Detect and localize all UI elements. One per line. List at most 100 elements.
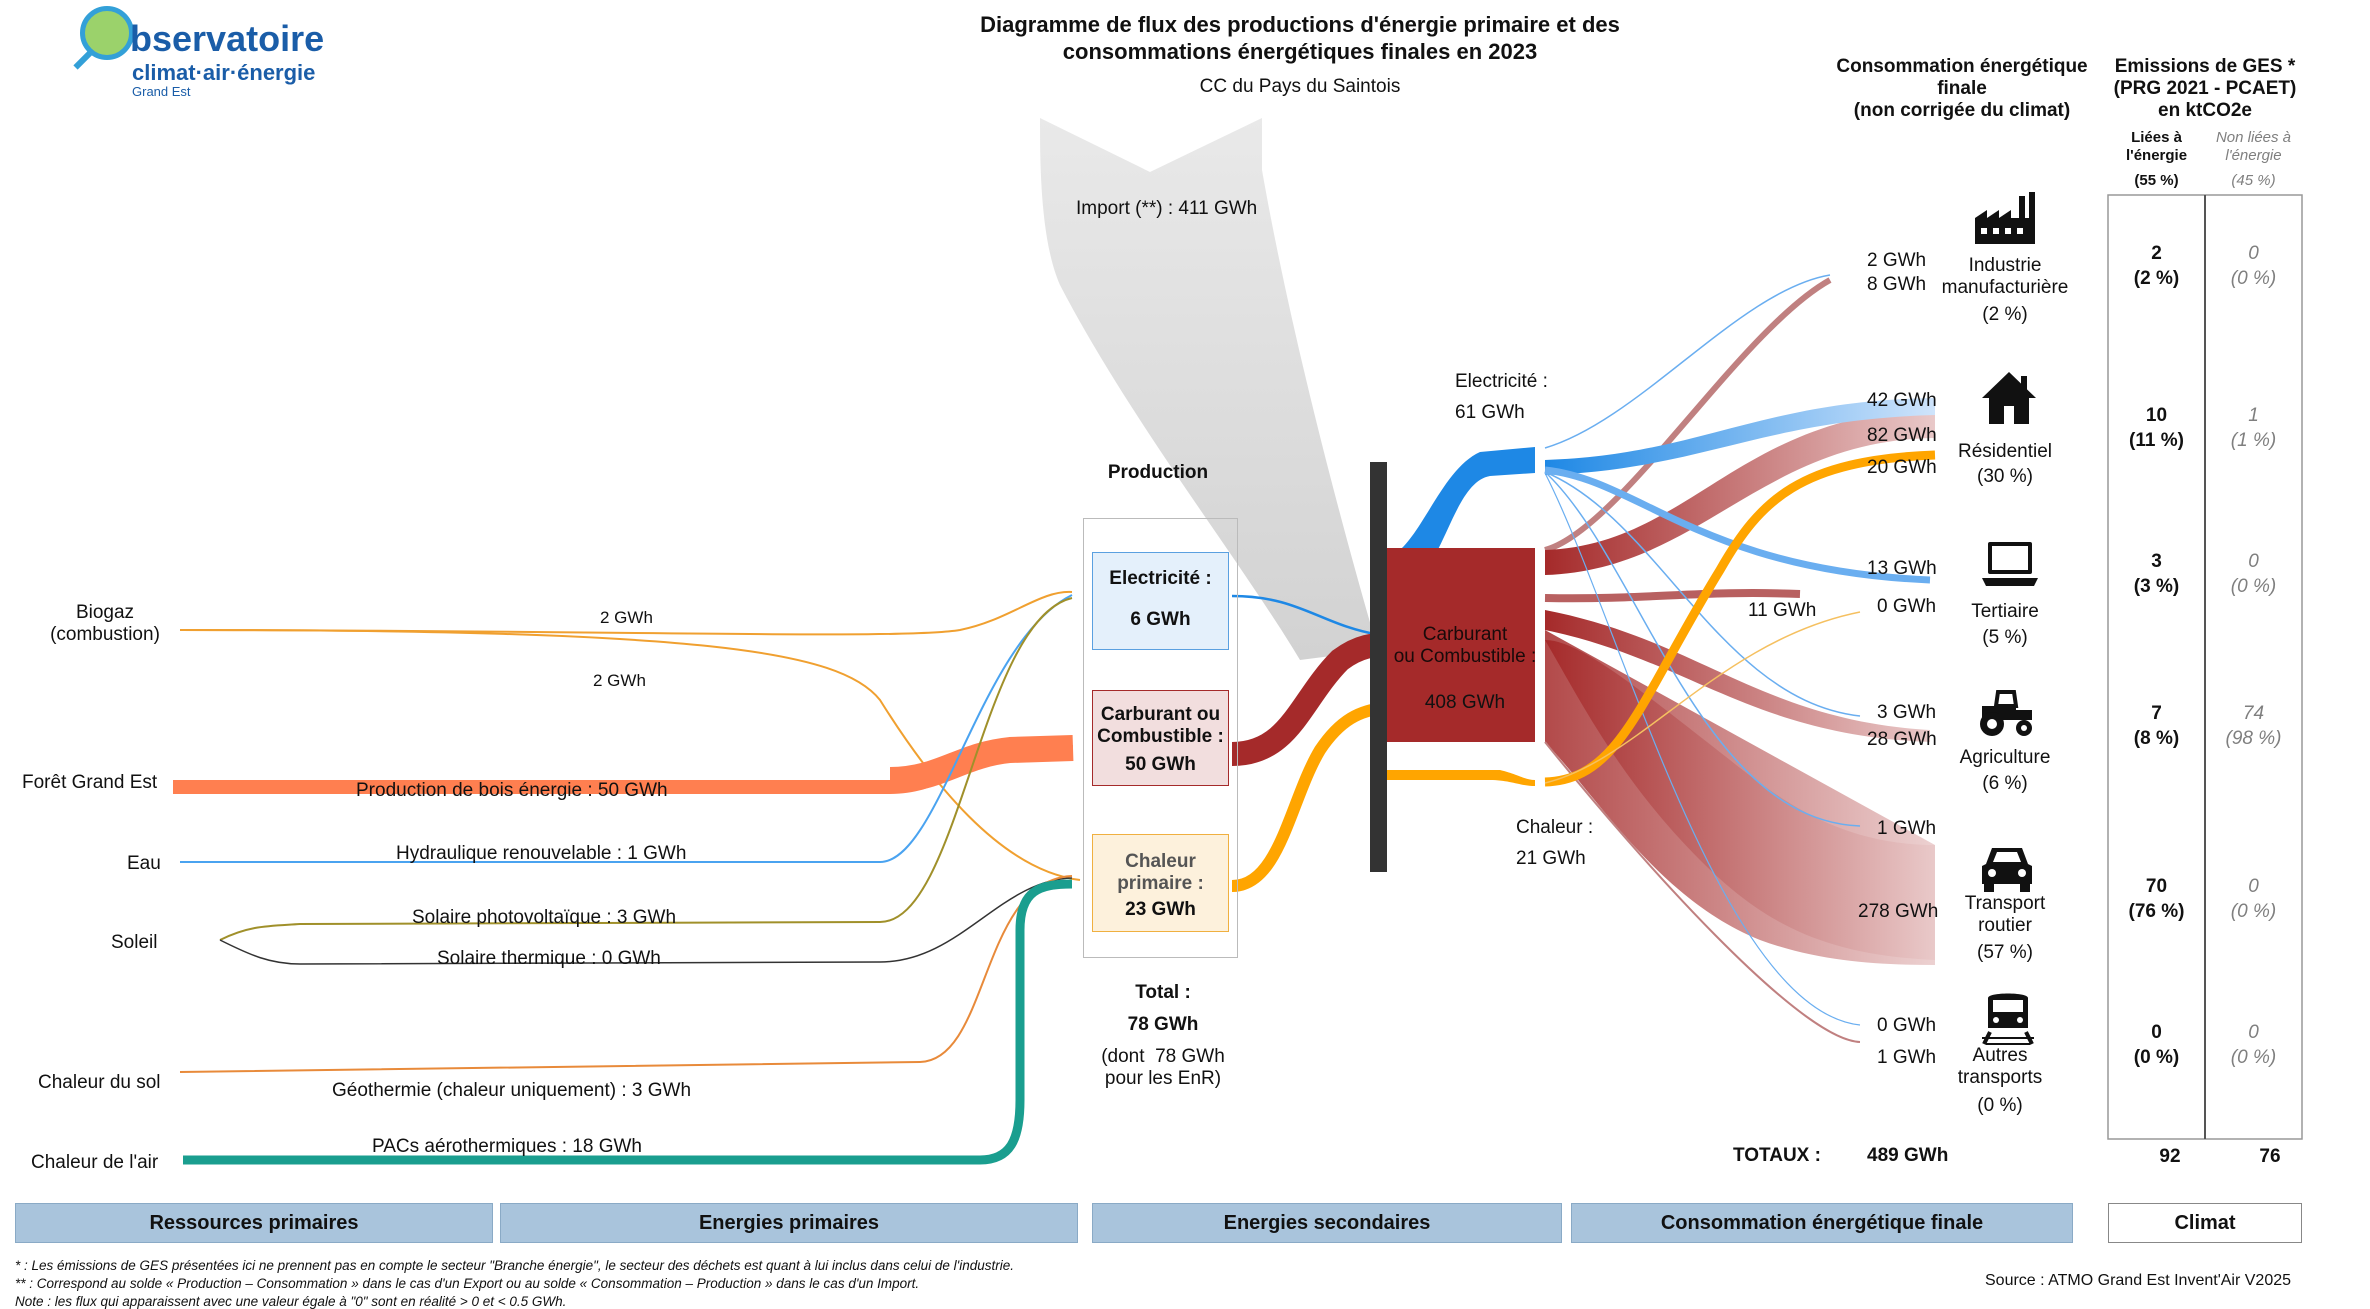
- flow-elec-au: [1544, 472, 1861, 1026]
- flow-geo: [179, 875, 1073, 1073]
- flow-biogaz-elec: [179, 590, 1073, 636]
- flow-elec-tr: [1544, 471, 1861, 827]
- ges-energy-value: 10: [2145, 405, 2168, 426]
- lbl-au-comb: 1 GWh: [1877, 1047, 1937, 1068]
- footer-climat: Climat: [2108, 1203, 2302, 1243]
- ges-nonenergy-pct: (1 %): [2230, 430, 2277, 451]
- flow-comb-agr: [1545, 610, 1930, 742]
- flow-elec-agr: [1544, 471, 1861, 717]
- ges-nonenergy-value: 0: [2248, 1022, 2259, 1043]
- sec-comb-label: Carburant ou Combustible :: [1393, 624, 1537, 667]
- sector-res-pct: (30 %): [1977, 466, 2033, 487]
- ges-nonenergy-value: 0: [2248, 876, 2259, 897]
- sector-tr-pct: (57 %): [1977, 942, 2033, 963]
- source-eau: Eau: [127, 853, 161, 874]
- lbl-tr-comb: 278 GWh: [1858, 901, 1939, 922]
- production-frame: [1083, 518, 1238, 958]
- flow-thermique: [219, 877, 1073, 965]
- hub-bar: [1370, 462, 1387, 872]
- sector-ter-pct: (5 %): [1982, 627, 2028, 648]
- prod-total-value: 78 GWh: [1127, 1014, 1199, 1035]
- sec-chal-label: Chaleur : 21 GWh: [1516, 817, 1594, 869]
- prod-total-label: Total :: [1135, 982, 1191, 1003]
- node-comb: [1385, 548, 1535, 742]
- ges-col2: Non liées à l'énergie: [2215, 129, 2292, 164]
- label-thermique: Solaire thermique : 0 GWh: [437, 948, 661, 969]
- ges-header: Emissions de GES * (PRG 2021 - PCAET) en…: [2113, 56, 2297, 121]
- laptop-icon: [1982, 542, 2038, 586]
- flow-comb-ind: [1544, 277, 1832, 553]
- source-credit: Source : ATMO Grand Est Invent'Air V2025: [1985, 1272, 2292, 1289]
- prod-elec-box: [1092, 552, 1229, 650]
- ges-col1: Liées à l'énergie: [2125, 129, 2188, 164]
- ges-energy-value: 0: [2151, 1022, 2162, 1043]
- lbl-agr-elec: 3 GWh: [1877, 702, 1937, 723]
- note-1: * : Les émissions de GES présentées ici …: [15, 1258, 1014, 1273]
- house-icon: [1982, 372, 2036, 424]
- factory-icon: [1975, 192, 2035, 244]
- tractor-icon: [1980, 690, 2032, 736]
- ges-energy-pct: (11 %): [2129, 430, 2184, 451]
- label-pv: Solaire photovoltaïque : 3 GWh: [412, 907, 677, 928]
- lbl-tr-elec: 1 GWh: [1877, 818, 1937, 839]
- prod-chal-box: [1092, 834, 1229, 932]
- ges-nonenergy-value: 74: [2242, 703, 2265, 724]
- logo: bservatoire climat·air·énergie Grand Est: [73, 6, 358, 99]
- lbl-ter-comb: 11 GWh: [1748, 600, 1817, 621]
- logo-line3: Grand Est: [132, 84, 191, 99]
- sector-res-name: Résidentiel: [1958, 441, 2052, 462]
- ges-nonenergy-pct: (0 %): [2230, 576, 2277, 597]
- ges-energy-value: 7: [2151, 703, 2162, 724]
- ges-energy-value: 2: [2151, 243, 2162, 264]
- footer-consommation: Consommation énergétique finale: [1571, 1203, 2073, 1243]
- ges-energy-value: 70: [2145, 876, 2168, 897]
- prod-elec-value: 6 GWh: [1130, 609, 1191, 630]
- prod-chal-label: Chaleur primaire :: [1117, 851, 1204, 894]
- ges-energy-pct: (76 %): [2128, 901, 2185, 922]
- consumption-header: Consommation énergétique finale (non cor…: [1836, 56, 2088, 121]
- train-icon: [1982, 993, 2034, 1045]
- ges-nonenergy-pct: (98 %): [2225, 728, 2282, 749]
- import-flow: [1040, 118, 1378, 660]
- prod-comb-value: 50 GWh: [1125, 754, 1196, 775]
- flow-elec-ind: [1544, 274, 1831, 449]
- sec-elec-label: Electricité : 61 GWh: [1455, 371, 1548, 423]
- source-biogaz: Biogaz (combustion): [50, 602, 160, 645]
- ges-energy-pct: (2 %): [2133, 268, 2180, 289]
- ges-nonenergy-pct: (0 %): [2230, 268, 2277, 289]
- label-geo: Géothermie (chaleur uniquement) : 3 GWh: [332, 1080, 692, 1101]
- flow-pv: [219, 597, 1073, 941]
- ges-nonenergy-value: 0: [2248, 243, 2259, 264]
- territory: CC du Pays du Saintois: [1199, 76, 1401, 97]
- ges-nonenergy-value: 0: [2248, 551, 2259, 572]
- logo-line1: bservatoire: [130, 18, 325, 59]
- ges-nonenergy-pct: (0 %): [2230, 901, 2277, 922]
- footer-ressources: Ressources primaires: [15, 1203, 493, 1243]
- footer-secondaires: Energies secondaires: [1092, 1203, 1562, 1243]
- lbl-res-chal: 20 GWh: [1867, 457, 1937, 478]
- note-2: ** : Correspond au solde « Production – …: [15, 1276, 920, 1291]
- sector-agr-pct: (6 %): [1982, 773, 2028, 794]
- prod-chal-value: 23 GWh: [1125, 899, 1196, 920]
- sector-tr-name: Transport routier: [1964, 893, 2046, 936]
- sector-au-name: Autres transports: [1957, 1045, 2043, 1088]
- title-line1: Diagramme de flux des productions d'éner…: [980, 12, 1620, 37]
- prod-elec-label: Electricité :: [1109, 568, 1212, 589]
- import-label: Import (**) : 411 GWh: [1076, 198, 1258, 219]
- sector-agr-name: Agriculture: [1959, 747, 2051, 768]
- flow-biogaz-chaleur: [179, 629, 1081, 881]
- flow-prod-chal: [1231, 702, 1386, 892]
- flow-prod-elec: [1231, 594, 1381, 637]
- source-soleil: Soleil: [111, 932, 158, 953]
- totals-label: TOTAUX :: [1733, 1145, 1821, 1166]
- flow-comb-res: [1545, 410, 1935, 575]
- lbl-res-comb: 82 GWh: [1867, 425, 1937, 446]
- title-line2: consommations énergétiques finales en 20…: [1062, 39, 1538, 64]
- flow-elec-ter: [1544, 466, 1931, 584]
- lbl-au-elec: 0 GWh: [1877, 1015, 1937, 1036]
- footer-primaires: Energies primaires: [500, 1203, 1078, 1243]
- sector-ter-name: Tertiaire: [1971, 601, 2039, 622]
- source-foret: Forêt Grand Est: [22, 772, 158, 793]
- flow-comb-ter: [1544, 589, 1801, 603]
